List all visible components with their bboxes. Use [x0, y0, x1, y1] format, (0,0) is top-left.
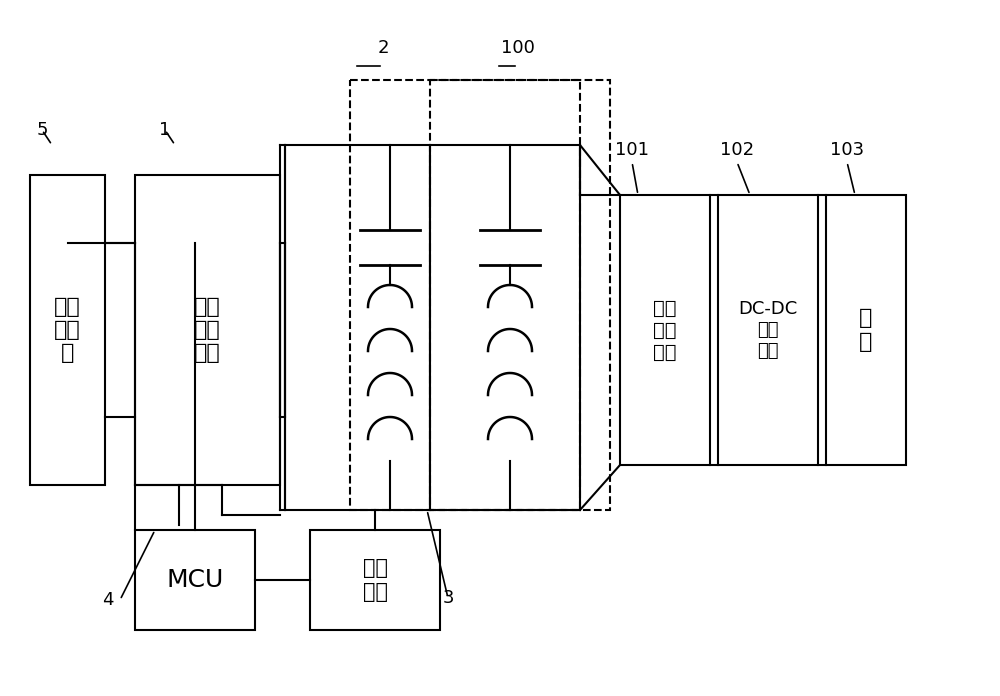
Bar — [350, 80, 580, 510]
Text: 2: 2 — [377, 39, 389, 57]
Bar — [285, 145, 430, 510]
Text: 102: 102 — [720, 141, 754, 159]
Text: 103: 103 — [830, 141, 864, 159]
Text: 100: 100 — [501, 39, 535, 57]
Text: DC-DC
稳压
模块: DC-DC 稳压 模块 — [738, 300, 798, 360]
Text: 101: 101 — [615, 141, 649, 159]
Text: 负
载: 负 载 — [859, 308, 873, 351]
Bar — [30, 175, 105, 485]
Bar — [135, 175, 280, 485]
Text: 3: 3 — [442, 589, 454, 607]
Text: 5: 5 — [36, 121, 48, 139]
Text: 4: 4 — [102, 591, 114, 609]
Text: MCU: MCU — [166, 568, 224, 592]
Bar — [135, 530, 255, 630]
Bar — [310, 530, 440, 630]
Bar — [430, 145, 580, 510]
Bar — [718, 195, 818, 465]
Bar — [826, 195, 906, 465]
Text: 阻抗
匹配
网络: 阻抗 匹配 网络 — [194, 296, 221, 363]
Text: 检测
模块: 检测 模块 — [362, 558, 388, 601]
Text: 功率
放大
器: 功率 放大 器 — [54, 296, 81, 363]
Text: 全桥
整流
电路: 全桥 整流 电路 — [653, 299, 677, 361]
Text: 1: 1 — [159, 121, 171, 139]
Bar — [620, 195, 710, 465]
Bar — [430, 80, 610, 510]
